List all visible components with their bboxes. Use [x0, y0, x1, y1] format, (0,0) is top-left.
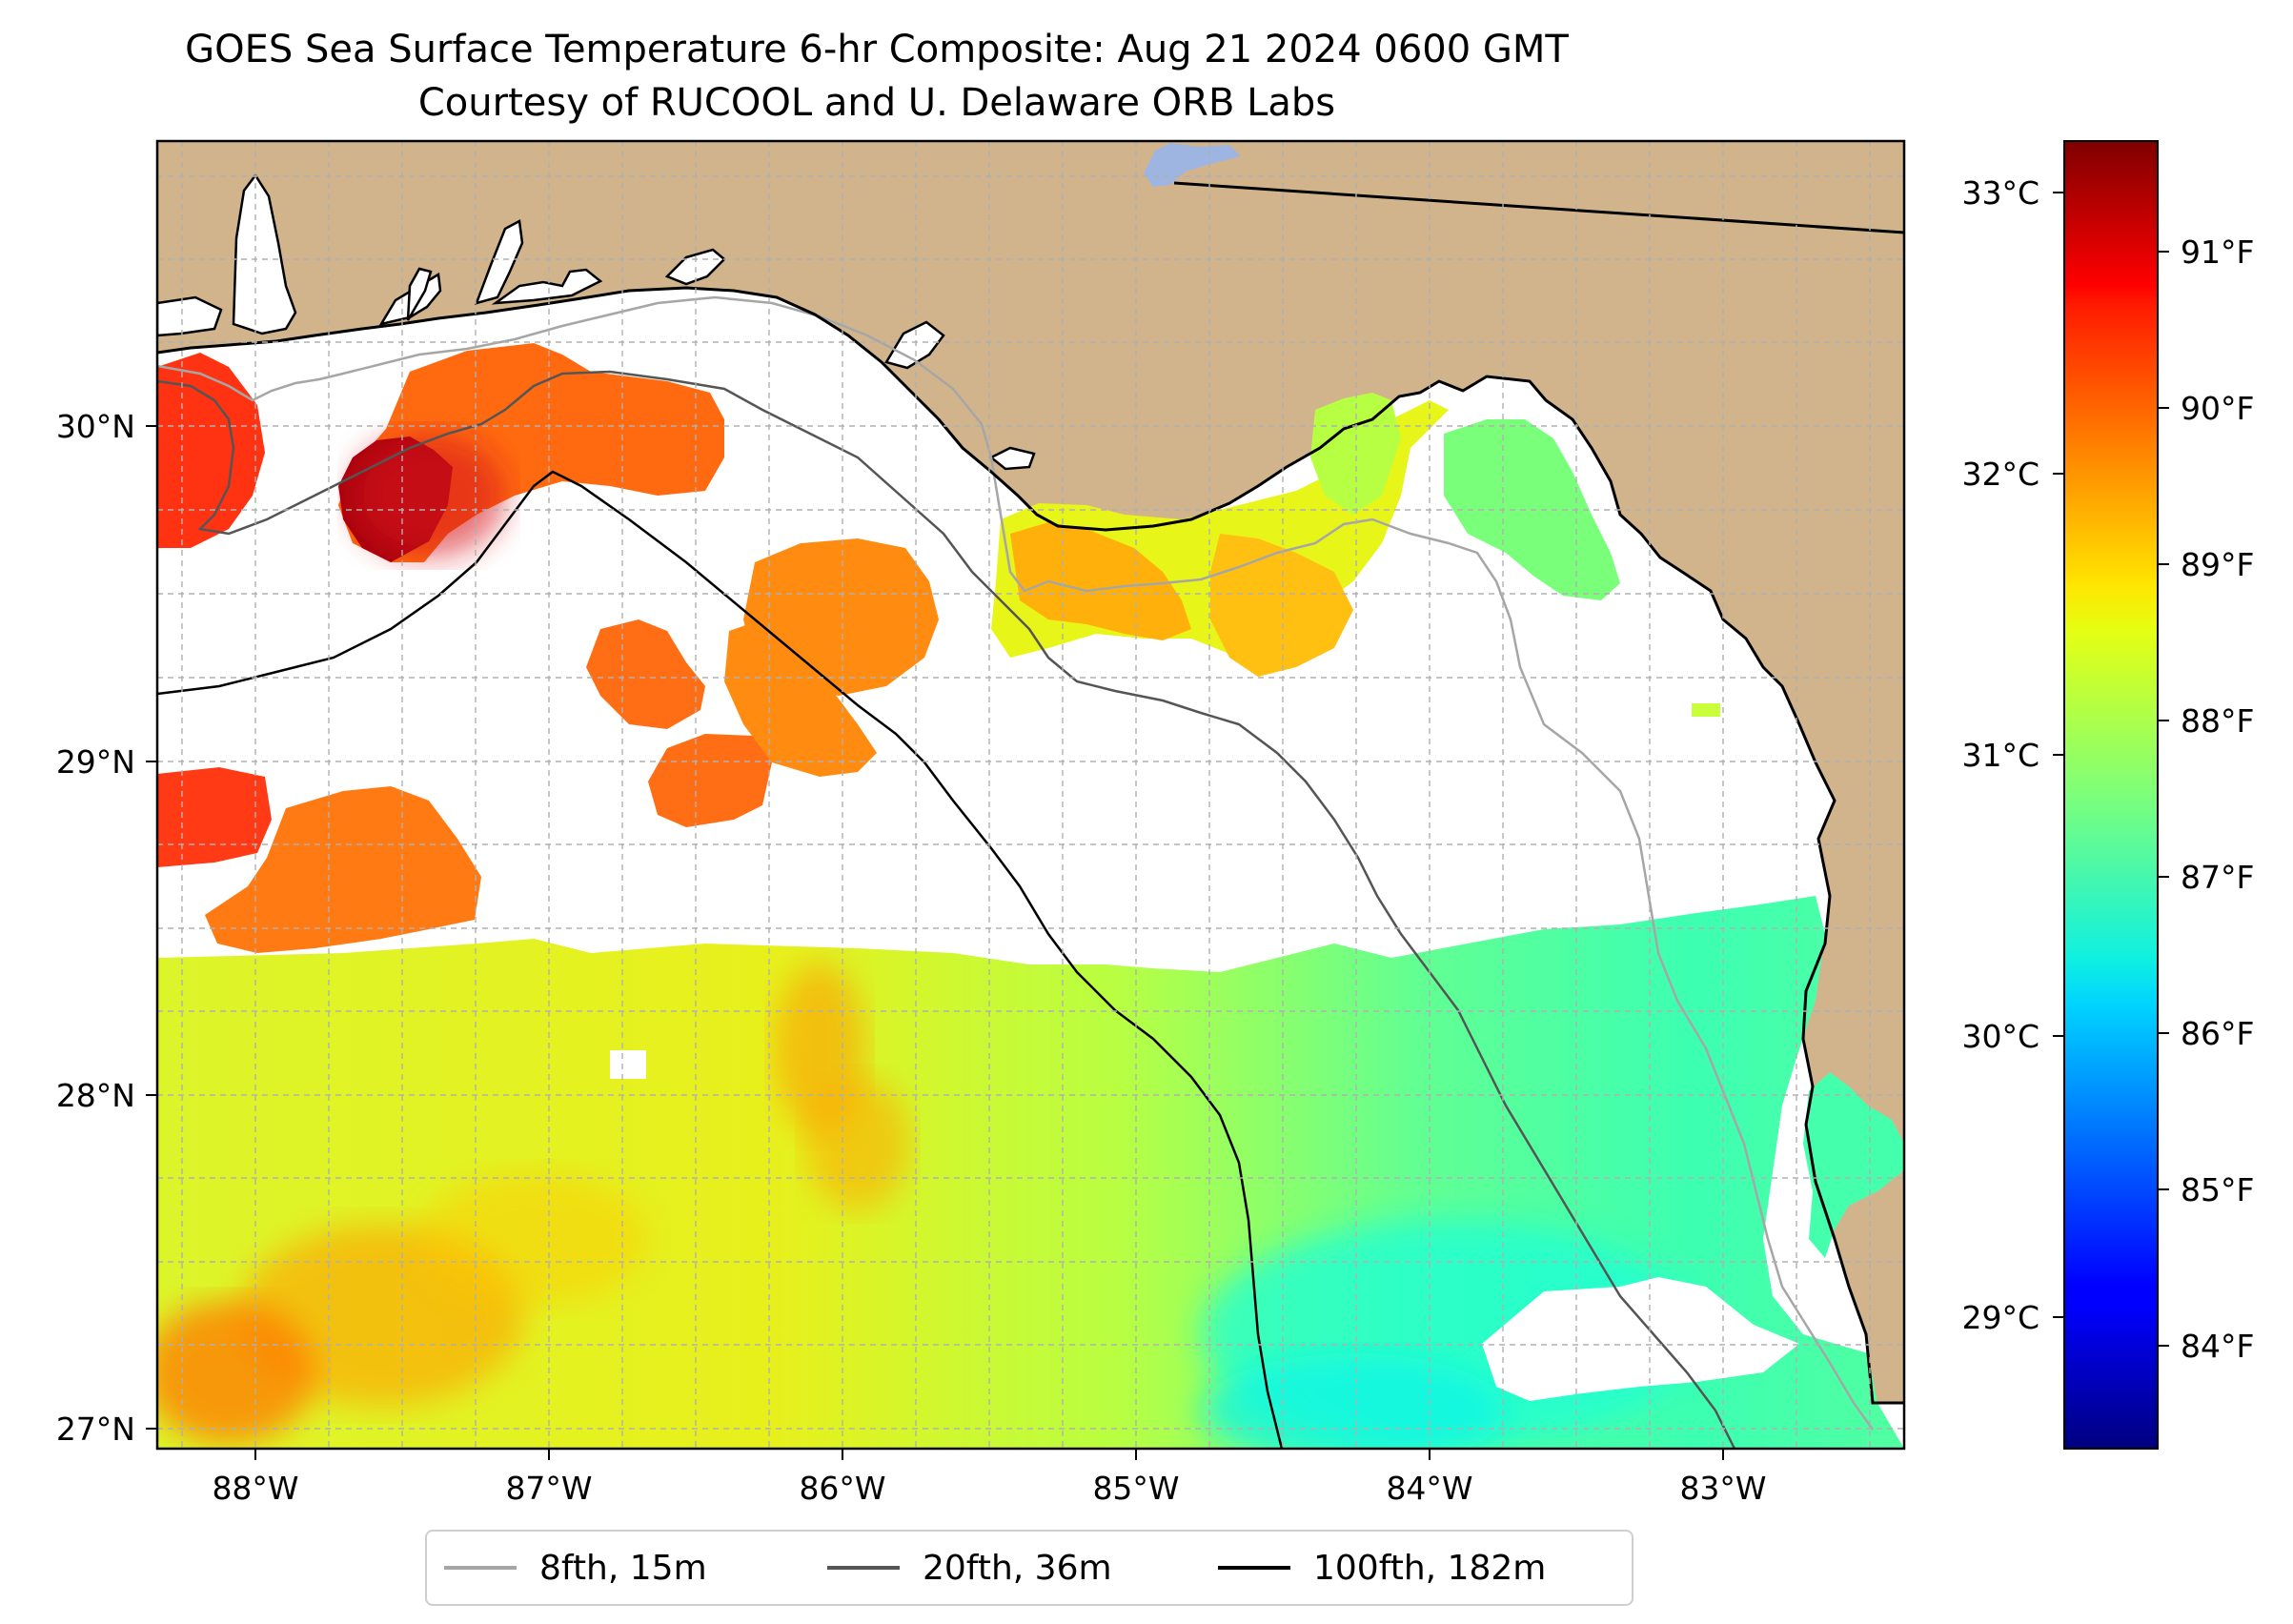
choctawhatchee-bay [491, 268, 603, 305]
celsius-label: 31°C [1961, 737, 2039, 774]
legend-swatch-100fth [1218, 1566, 1290, 1570]
apalachicola-bay [988, 446, 1036, 471]
fahrenheit-label: 87°F [2181, 859, 2254, 896]
st-joseph-bay [884, 320, 945, 370]
sst-northeast-green [1310, 393, 1401, 515]
colorbar-ticks [2053, 192, 2169, 1347]
sst-tampa-cyan [1803, 1072, 1904, 1258]
isobaths [157, 295, 1875, 1449]
gridlines [157, 141, 1904, 1449]
map-area [157, 141, 1904, 1449]
sst-speck [1692, 703, 1720, 717]
sst-data [157, 343, 1904, 1449]
lat-label: 28°N [56, 1077, 135, 1114]
perdido-bay [157, 295, 223, 337]
legend-item-8fth: 8fth, 15m [444, 1532, 707, 1604]
land-mass [157, 141, 1904, 1403]
lon-label: 88°W [212, 1470, 298, 1507]
legend-label: 20fth, 36m [923, 1548, 1112, 1588]
lat-labels: 30°N 29°N 28°N 27°N [56, 408, 135, 1448]
mobile-bay [232, 173, 297, 335]
celsius-label: 33°C [1961, 174, 2039, 212]
celsius-label: 30°C [1961, 1018, 2039, 1055]
sst-northwest-edge [157, 353, 265, 548]
sst-blob-mid [586, 619, 705, 729]
sst-red-halo [353, 434, 505, 558]
fahrenheit-label: 88°F [2181, 702, 2254, 740]
coastline [157, 286, 1904, 1405]
escambia-river [406, 267, 433, 321]
figure-title: GOES Sea Surface Temperature 6-hr Compos… [185, 28, 1569, 71]
figure-subtitle: Courtesy of RUCOOL and U. Delaware ORB L… [417, 81, 1336, 125]
lat-label: 30°N [56, 408, 135, 445]
colorbar-celsius-labels: 33°C 32°C 31°C 30°C 29°C [1961, 174, 2039, 1336]
fahrenheit-label: 84°F [2181, 1328, 2254, 1365]
lon-label: 87°W [505, 1470, 592, 1507]
map-frame [155, 139, 1906, 1451]
coastal-bays [157, 173, 1036, 471]
fahrenheit-label: 90°F [2181, 390, 2254, 427]
sst-warm-streak-2 [805, 1077, 910, 1210]
sst-warm-southwest-2 [157, 1301, 315, 1444]
legend-label: 8fth, 15m [539, 1548, 707, 1588]
celsius-label: 32°C [1961, 456, 2039, 493]
celsius-label: 29°C [1961, 1299, 2039, 1336]
sst-gap-small [610, 1050, 646, 1079]
fahrenheit-label: 86°F [2181, 1015, 2254, 1052]
colorbar-gradient [2063, 140, 2159, 1450]
fahrenheit-label: 89°F [2181, 546, 2254, 583]
lon-label: 83°W [1679, 1470, 1766, 1507]
isobath-legend: 8fth, 15m 20fth, 36m 100fth, 182m [425, 1530, 1634, 1606]
lon-label: 86°W [799, 1470, 885, 1507]
sst-west-blob [205, 786, 481, 953]
legend-label: 100fth, 182m [1313, 1548, 1547, 1588]
lat-label: 27°N [56, 1411, 135, 1448]
fahrenheit-label: 85°F [2181, 1171, 2254, 1208]
sst-west-edge [157, 767, 272, 867]
legend-item-20fth: 20fth, 36m [827, 1532, 1112, 1604]
isobath-100fth [157, 470, 1284, 1449]
state-boundary [1173, 181, 1904, 234]
lat-label: 29°N [56, 743, 135, 781]
sst-big-bend-orange [1010, 522, 1191, 640]
legend-item-100fth: 100fth, 182m [1218, 1532, 1546, 1604]
legend-swatch-20fth [827, 1566, 900, 1570]
sst-blob-south [648, 734, 772, 827]
sst-eastern-orange [1210, 534, 1353, 677]
lon-label: 85°W [1092, 1470, 1179, 1507]
legend-swatch-8fth [444, 1566, 517, 1570]
isobath-8fth [157, 295, 1875, 1431]
sst-blob-southwest [724, 619, 877, 777]
map-axis-ticks [146, 425, 1724, 1460]
sst-warm-south-mid [419, 1172, 648, 1306]
isobath-20fth [157, 370, 1736, 1449]
lon-labels: 88°W 87°W 86°W 85°W 84°W 83°W [212, 1470, 1766, 1507]
lon-label: 84°W [1386, 1470, 1472, 1507]
sst-gap-southeast [1482, 1277, 1799, 1401]
colorbar-fahrenheit-labels: 91°F 90°F 89°F 88°F 87°F 86°F 85°F 84°F [2181, 233, 2254, 1365]
sst-cool-southeast-2 [1201, 1353, 1506, 1449]
fahrenheit-label: 91°F [2181, 233, 2254, 271]
